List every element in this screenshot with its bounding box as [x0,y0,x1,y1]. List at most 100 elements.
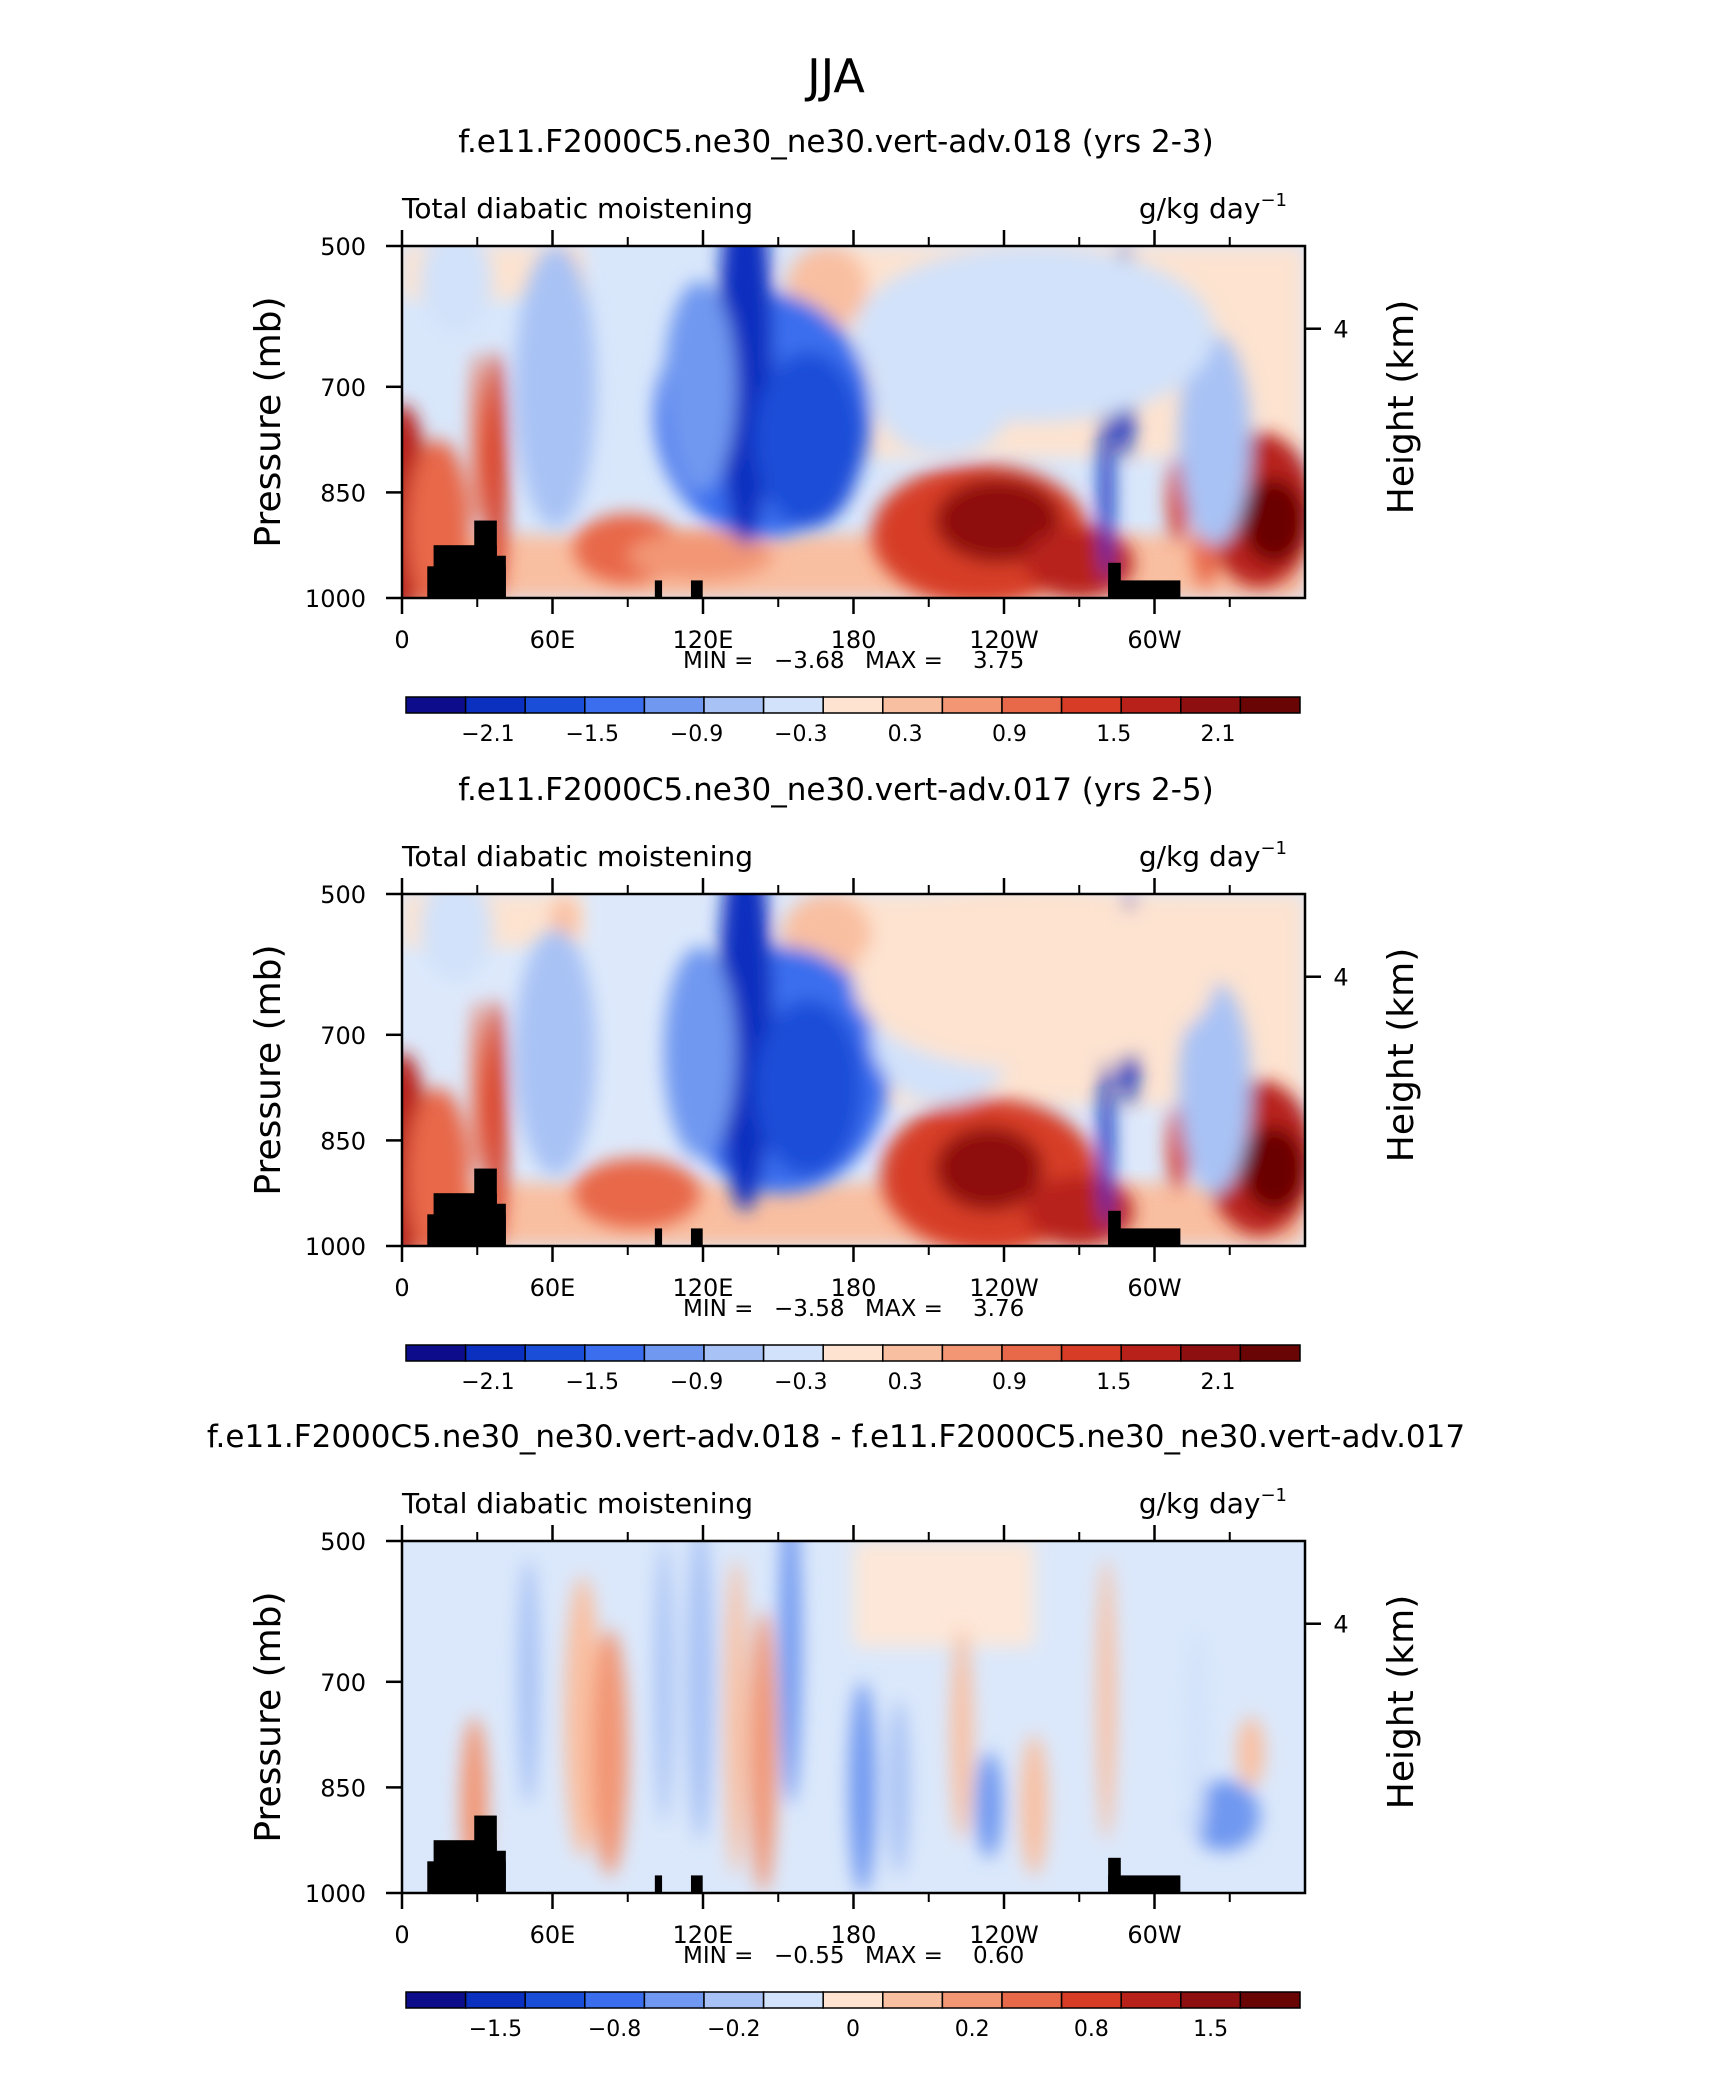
colorbar-swatch [524,1991,586,2009]
y-tick-label: 850 [320,479,366,507]
y-tick-label: 1000 [305,585,366,613]
contour-feature [754,351,863,528]
colorbar-swatch [1180,1344,1242,1362]
colorbar-swatch [643,1991,705,2009]
y-tick-label: 1000 [305,1880,366,1908]
units-label: g/kg day−1 [1139,1485,1287,1520]
y-tick-label: 850 [320,1127,366,1155]
colorbar-label: −0.9 [670,1370,723,1395]
terrain-mask [474,1815,497,1893]
colorbar-swatch [822,696,884,714]
contour-feature [975,1752,1003,1858]
variable-label: Total diabatic moistening [401,192,753,225]
contour-feature [1185,1629,1208,1841]
contour-feature [591,1629,628,1876]
colorbar-label: 0.3 [888,1370,923,1395]
contour-feature [627,531,773,581]
y-right-tick-label: 4 [1333,1611,1348,1639]
colorbar-swatch [1180,696,1242,714]
contour-feature [749,1611,777,1893]
x-tick-label: 0 [394,626,409,654]
contour-field [402,246,1305,598]
colorbar-label: 0.3 [888,722,923,747]
y-axis-title: Pressure (mb) [248,944,289,1195]
colorbar-label: 0.8 [1074,2017,1109,2042]
contour-feature [420,894,493,982]
y-axis-title: Pressure (mb) [248,296,289,547]
min-label: MIN = [683,1943,753,1969]
contour-feature [1178,982,1251,1194]
terrain-mask [654,1875,663,1893]
contour-feature [848,1681,877,1893]
colorbar-swatch [1060,696,1122,714]
variable-label: Total diabatic moistening [401,1487,753,1520]
contour-feature [654,1541,673,1823]
panel-title: f.e11.F2000C5.ne30_ne30.vert-adv.018 (yr… [458,124,1213,160]
figure-title: JJA [804,49,865,103]
terrain-mask [690,1875,703,1893]
contour-feature [1099,404,1114,581]
colorbar-swatch [703,696,765,714]
x-tick-label: 120W [969,1921,1039,1949]
contour-feature [1241,1126,1305,1211]
y-right-axis-title: Height (km) [1381,948,1422,1162]
colorbar-swatch [584,1344,646,1362]
max-value: 3.76 [973,1296,1024,1322]
panel-title: f.e11.F2000C5.ne30_ne30.vert-adv.018 - f… [207,1419,1465,1455]
min-value: −3.68 [774,648,844,674]
contour-field [402,894,1305,1246]
y-tick-label: 850 [320,1774,366,1802]
colorbar-swatch [1001,696,1063,714]
colorbar-swatch [524,696,586,714]
min-value: −3.58 [774,1296,844,1322]
x-tick-label: 60W [1127,1274,1181,1302]
colorbar-swatch [822,1991,884,2009]
contour-feature [1237,1717,1265,1788]
contour-feature [573,1158,700,1229]
panel-title: f.e11.F2000C5.ne30_ne30.vert-adv.017 (yr… [458,772,1213,808]
contour-field [402,1541,1305,1893]
y-tick-label: 700 [320,1669,366,1697]
colorbar-swatch [1180,1991,1242,2009]
terrain-mask [1108,1857,1121,1893]
colorbar-swatch [822,1344,884,1362]
x-tick-label: 0 [394,1274,409,1302]
contour-feature [779,1541,802,1805]
contour-feature [887,1699,910,1876]
terrain-mask [492,1850,506,1893]
chart-panel-3: f.e11.F2000C5.ne30_ne30.vert-adv.018 - f… [207,1419,1465,2042]
colorbar-label: −0.2 [707,2017,760,2042]
contour-feature [853,246,1215,422]
contour-feature [1241,478,1305,563]
colorbar-swatch [584,696,646,714]
x-tick-label: 60W [1127,626,1181,654]
colorbar-swatch [584,1991,646,2009]
contour-feature [718,894,773,1211]
contour-feature [517,1558,540,1806]
x-tick-label: 60W [1127,1921,1181,1949]
colorbar-swatch [1239,1344,1301,1362]
contour-feature [550,897,579,940]
chart-panel-1: f.e11.F2000C5.ne30_ne30.vert-adv.018 (yr… [248,124,1422,747]
colorbar-swatch [1001,1344,1063,1362]
colorbar-swatch [405,696,467,714]
terrain-mask [474,1168,497,1246]
colorbar-swatch [1001,1991,1063,2009]
terrain-mask [474,520,497,598]
colorbar-label: −0.8 [588,2017,641,2042]
x-tick-label: 60E [530,626,576,654]
contour-feature [1099,1052,1114,1229]
colorbar-swatch [882,696,944,714]
colorbar-label: −1.5 [566,1370,619,1395]
terrain-mask [492,1203,506,1246]
colorbar-label: −0.3 [774,722,827,747]
x-tick-label: 0 [394,1921,409,1949]
colorbar-swatch [464,1344,526,1362]
colorbar-swatch [941,696,1003,714]
colorbar-label: 2.1 [1201,1370,1236,1395]
colorbar-label: 0.9 [992,722,1027,747]
x-tick-label: 60E [530,1274,576,1302]
terrain-mask [1108,1875,1181,1893]
min-label: MIN = [683,1296,753,1322]
colorbar-label: 0 [846,2017,860,2042]
